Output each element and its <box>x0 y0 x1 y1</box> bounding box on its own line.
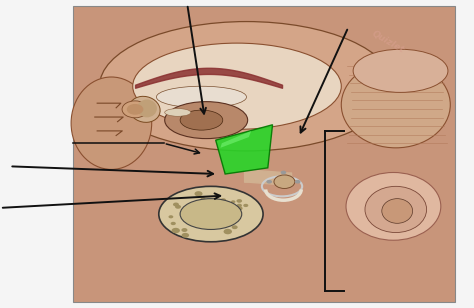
Circle shape <box>230 214 238 219</box>
Ellipse shape <box>341 62 450 148</box>
Circle shape <box>237 199 242 203</box>
Text: Quizlet: Quizlet <box>370 29 405 54</box>
Circle shape <box>194 191 202 197</box>
Ellipse shape <box>137 99 157 117</box>
Ellipse shape <box>127 104 143 115</box>
Circle shape <box>224 229 232 234</box>
Circle shape <box>222 201 231 206</box>
Polygon shape <box>216 125 273 174</box>
Circle shape <box>237 204 242 207</box>
Ellipse shape <box>180 110 223 130</box>
Ellipse shape <box>156 86 246 108</box>
Ellipse shape <box>100 22 393 151</box>
Circle shape <box>221 209 228 214</box>
Circle shape <box>243 204 248 207</box>
Circle shape <box>235 206 243 211</box>
Circle shape <box>172 228 180 233</box>
Ellipse shape <box>129 96 160 122</box>
Ellipse shape <box>365 186 427 233</box>
Circle shape <box>295 180 301 184</box>
Circle shape <box>274 175 295 188</box>
Ellipse shape <box>165 102 247 139</box>
Circle shape <box>182 228 187 232</box>
Polygon shape <box>220 131 251 148</box>
Ellipse shape <box>122 101 148 118</box>
Circle shape <box>168 215 173 218</box>
Ellipse shape <box>71 77 152 169</box>
Circle shape <box>232 225 237 229</box>
Circle shape <box>213 210 218 213</box>
Circle shape <box>281 171 286 174</box>
Circle shape <box>266 180 272 184</box>
Circle shape <box>171 222 176 225</box>
Ellipse shape <box>133 43 341 129</box>
Circle shape <box>180 213 184 216</box>
Circle shape <box>191 207 197 210</box>
Ellipse shape <box>382 199 412 223</box>
Ellipse shape <box>165 109 191 116</box>
Circle shape <box>231 200 236 203</box>
Bar <box>73 6 455 302</box>
Circle shape <box>191 205 195 208</box>
Circle shape <box>193 218 199 221</box>
Ellipse shape <box>346 172 441 240</box>
Circle shape <box>182 233 189 238</box>
Circle shape <box>202 217 211 222</box>
Ellipse shape <box>353 49 448 92</box>
Circle shape <box>221 203 229 208</box>
Circle shape <box>220 198 226 202</box>
Circle shape <box>201 197 206 201</box>
Circle shape <box>175 205 181 209</box>
Circle shape <box>173 203 179 206</box>
Ellipse shape <box>180 199 242 229</box>
Circle shape <box>225 215 230 218</box>
Circle shape <box>221 216 229 221</box>
Ellipse shape <box>159 186 263 242</box>
Circle shape <box>205 210 210 213</box>
Circle shape <box>185 205 191 209</box>
Circle shape <box>213 201 220 205</box>
Circle shape <box>186 210 190 213</box>
